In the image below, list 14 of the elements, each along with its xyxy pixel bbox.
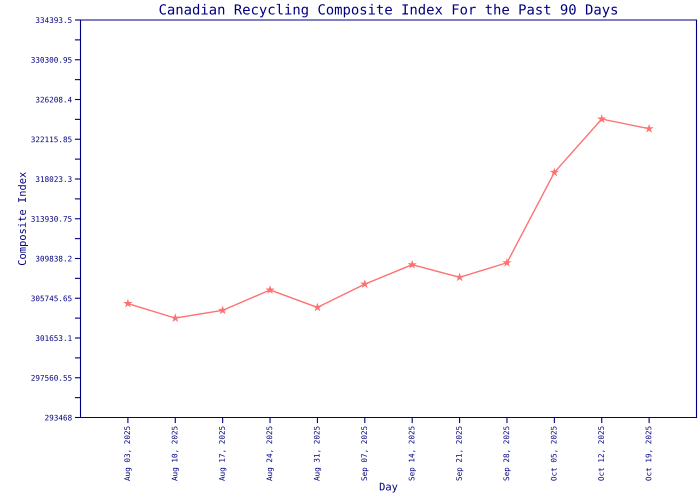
- point: [644, 124, 654, 133]
- y-axis-title: Composite Index: [18, 172, 28, 266]
- point: [265, 285, 275, 294]
- point: [360, 279, 370, 288]
- point: [408, 260, 417, 269]
- point: [454, 272, 464, 282]
- point: [312, 302, 322, 312]
- point: [502, 258, 512, 267]
- point: [218, 305, 228, 314]
- point: [550, 168, 559, 176]
- point: [597, 114, 606, 123]
- chart-title: Canadian Recycling Composite Index For the Past 90 Days: [160, 4, 618, 18]
- x-axis-title: Day: [380, 482, 398, 493]
- point: [123, 298, 133, 308]
